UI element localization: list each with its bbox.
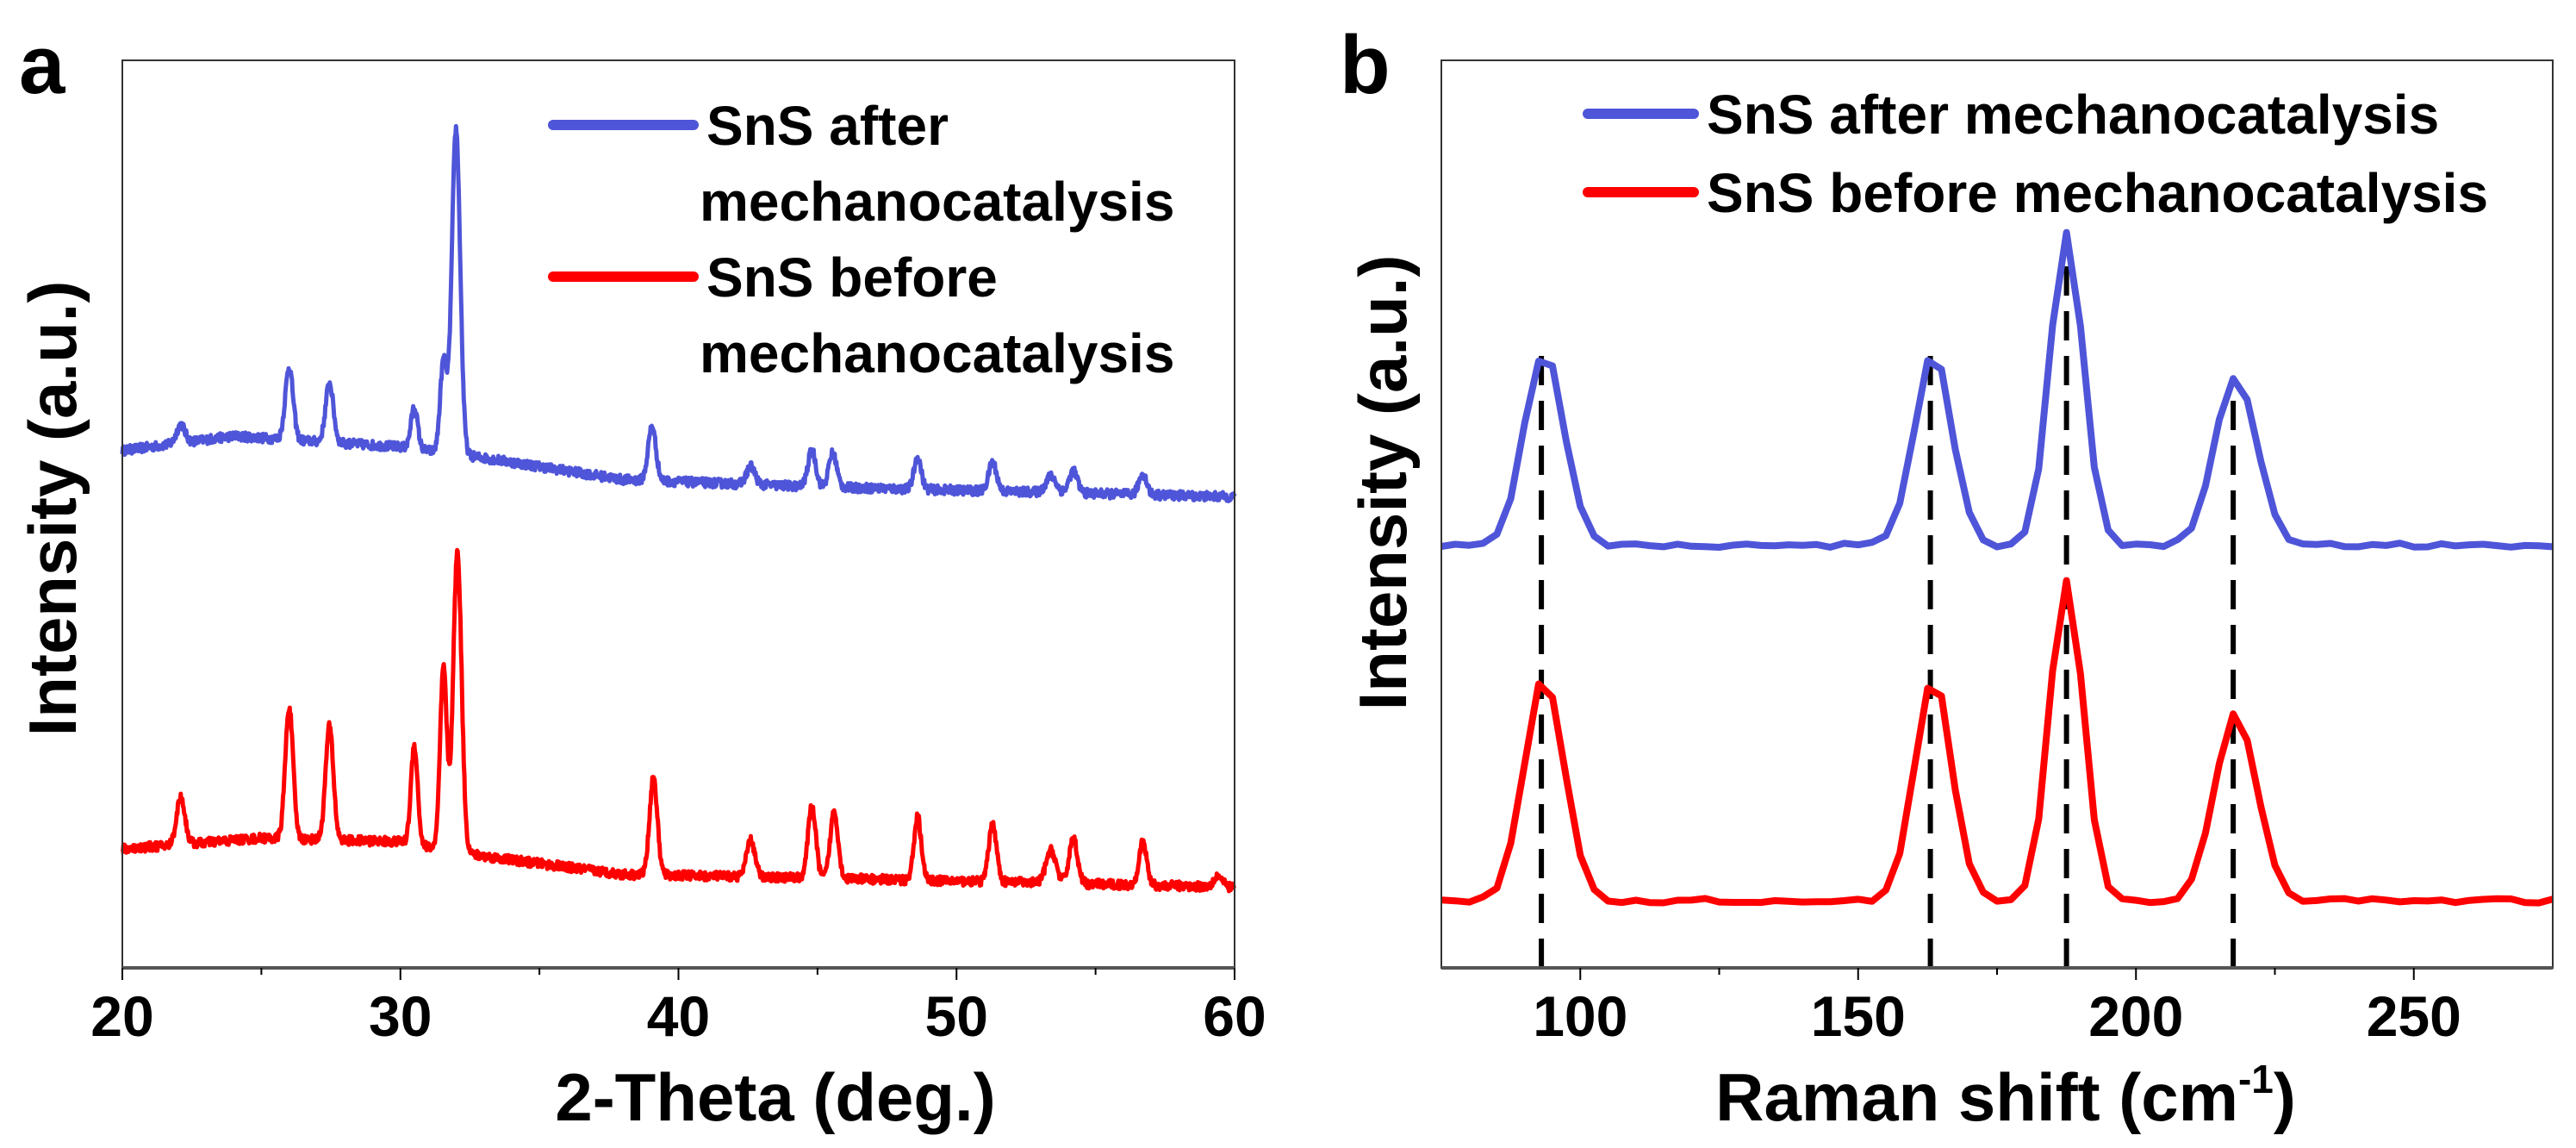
x-tick-label: 100 [1533,984,1627,1048]
x-axis-title-superscript: -1 [2238,1057,2274,1101]
legend-item: SnS before mechanocatalysis [548,246,1174,384]
x-tick-label: 60 [1203,984,1266,1048]
panel-a: 20 30 40 50 60 2-Theta (deg.) Intensity (a.u.)… [15,19,1266,1135]
legend-label: mechanocatalysis [700,171,1174,233]
x-tick-label: 150 [1811,984,1906,1048]
x-tick-label: 50 [925,984,988,1048]
x-axis-title-main: Raman shift (cm [1715,1059,2238,1135]
legend-label: SnS after [706,95,949,157]
x-tick-label: 30 [369,984,432,1048]
legend-label: mechanocatalysis [700,322,1174,384]
legend-label: SnS before mechanocatalysis [1707,162,2488,224]
x-tick-label: 200 [2088,984,2183,1048]
legend-label: SnS before [706,246,998,309]
x-axis-title-close: ) [2274,1059,2296,1135]
x-axis-title: 2-Theta (deg.) [555,1059,995,1135]
y-axis-title: Intensity (a.u.) [15,281,90,737]
xrd-series-after [120,123,1237,503]
x-tick-label: 20 [90,984,153,1048]
legend-item: SnS before mechanocatalysis [1583,162,2488,224]
panel-label: a [19,19,65,111]
x-tick-label: 40 [647,984,710,1048]
raman-series-before [1440,577,2554,907]
y-axis-title: Intensity (a.u.) [1345,255,1421,711]
panel-label: b [1340,19,1391,111]
xrd-series-before [121,547,1236,894]
legend: SnS after mechanocatalysis SnS before mec… [1583,84,2488,224]
raman-series-after [1440,228,2554,551]
x-tick-label: 250 [2367,984,2461,1048]
legend-item: SnS after mechanocatalysis [548,95,1174,233]
legend-item: SnS after mechanocatalysis [1583,84,2439,146]
x-axis-title: Raman shift (cm-1) [1715,1057,2296,1135]
legend-label: SnS after mechanocatalysis [1707,84,2439,146]
panel-b: 100 150 200 250 Raman shift (cm-1) Intensity … [1340,19,2554,1135]
legend: SnS after mechanocatalysis SnS before mecha… [548,95,1174,384]
